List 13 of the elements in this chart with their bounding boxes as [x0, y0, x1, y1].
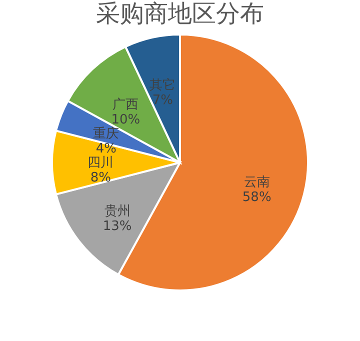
data-label: 7%: [152, 93, 173, 108]
slice-label: 云南: [244, 175, 270, 190]
data-label: 10%: [111, 112, 140, 128]
slice-label: 重庆: [93, 126, 120, 142]
slice-label: 四川: [88, 156, 114, 170]
data-label: 4%: [96, 141, 117, 156]
data-label: 58%: [242, 190, 272, 206]
slice-label: 广西: [112, 98, 139, 113]
slice-label: 其它: [150, 77, 176, 94]
data-label: 8%: [90, 170, 111, 186]
chart-title: 采购商地区分布: [96, 0, 264, 28]
data-label: 13%: [102, 219, 132, 234]
slice-label: 贵州: [104, 204, 130, 220]
